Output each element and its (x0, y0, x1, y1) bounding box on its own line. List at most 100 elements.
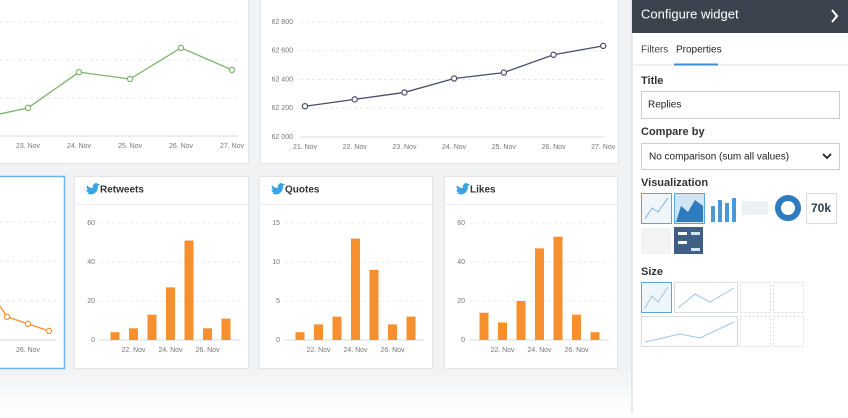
widget-title: Retweets (100, 185, 144, 196)
x-tick-label: 26. Nov (16, 347, 41, 354)
input-value: Replies (648, 100, 681, 111)
point (126, 75, 134, 83)
panel-title: Configure widget (641, 6, 739, 21)
bar (295, 332, 305, 340)
viz-number[interactable] (806, 193, 837, 224)
bar (147, 314, 157, 340)
viz-area-icon (676, 200, 703, 222)
y-tick-label: 40 (87, 259, 95, 266)
point (3, 313, 11, 320)
series-line (0, 47, 233, 115)
y-tick-label: 10 (272, 259, 280, 266)
viz-bar-icon[interactable] (711, 198, 736, 222)
widget-card (0, 175, 66, 370)
point (500, 69, 507, 76)
x-tick-label: 24. Nov (442, 144, 467, 151)
bar (388, 324, 397, 340)
viz-map-icon[interactable] (742, 201, 768, 215)
viz-number-label: 70k (811, 201, 831, 215)
select-value: No comparison (sum all values) (649, 152, 789, 163)
title-input[interactable] (641, 91, 840, 119)
widget-title: Likes (470, 185, 496, 196)
x-tick-label: 21. Nov (293, 144, 318, 151)
twitter-icon (271, 183, 285, 195)
point (600, 42, 607, 50)
point (177, 44, 185, 52)
point (75, 68, 83, 76)
point (24, 320, 32, 328)
bar (572, 314, 581, 340)
bar (110, 332, 120, 340)
bottom-fade (0, 370, 632, 413)
bar (351, 238, 360, 340)
x-tick-label: 24. Nov (527, 347, 552, 354)
x-tick-label: 26. Nov (380, 347, 405, 354)
x-tick-label: 24. Nov (67, 143, 92, 150)
y-tick-label: 62 600 (272, 48, 294, 55)
bar (203, 328, 212, 340)
widget-card (74, 176, 249, 369)
widget-title: Quotes (285, 185, 320, 196)
bar (184, 240, 194, 340)
y-tick-label: 0 (461, 337, 465, 344)
bar (221, 318, 231, 340)
x-tick-label: 22. Nov (121, 347, 146, 354)
size-grid[interactable] (641, 282, 804, 347)
x-tick-label: 26. Nov (169, 143, 194, 150)
twitter-icon (86, 183, 100, 195)
bar (498, 322, 507, 340)
x-tick-label: 22. Nov (306, 347, 331, 354)
field-label: Compare by (641, 126, 705, 138)
widget: Quotes 0 5 10 15 22. Nov 24. Nov 26. Nov (259, 176, 433, 369)
point (550, 51, 557, 58)
x-tick-label: 22. Nov (490, 347, 515, 354)
widget: Likes 0 20 40 60 22. Nov 24. Nov 26. Nov (444, 176, 618, 369)
field-label: Size (641, 266, 663, 278)
field-label: Title (641, 75, 663, 87)
x-tick-label: 23. Nov (392, 144, 417, 151)
y-tick-label: 0 (91, 337, 95, 344)
widget: Retweets 0 20 40 60 22. Nov 24. Nov 26. Nov (74, 176, 249, 369)
y-tick-label: 62 200 (272, 105, 294, 112)
bar (553, 236, 563, 340)
bar (369, 269, 379, 340)
config-panel: Configure widget Filters Properties Titl… (631, 0, 848, 413)
widget: 62 000 62 200 62 400 62 600 62 800 21. Nov 22.… (260, 0, 619, 164)
point (228, 66, 236, 74)
bar (535, 248, 544, 340)
y-tick-label: 20 (457, 298, 465, 305)
compare-select[interactable] (641, 143, 840, 170)
x-tick-label: 25. Nov (492, 144, 517, 151)
y-tick-label: 60 (87, 220, 95, 227)
y-tick-label: 60 (457, 220, 465, 227)
x-tick-label: 27. Nov (591, 144, 616, 151)
y-tick-label: 62 400 (272, 76, 294, 83)
size-icons (644, 286, 735, 343)
widget-card (260, 0, 619, 164)
close-chevron[interactable] (831, 9, 839, 23)
viz-table-icon[interactable] (674, 227, 703, 254)
viz-line[interactable] (641, 193, 672, 224)
viz-donut-icon[interactable] (775, 195, 801, 221)
tab-active[interactable]: Properties (676, 45, 722, 56)
point (301, 103, 309, 110)
x-tick-label: 23. Nov (16, 143, 41, 150)
point (45, 327, 53, 335)
point (450, 75, 458, 82)
panel-header (632, 0, 848, 33)
field-label: Visualization (641, 177, 708, 189)
bar (516, 301, 526, 340)
x-tick-label: 24. Nov (343, 347, 368, 354)
y-tick-label: 0 (276, 337, 280, 344)
y-tick-label: 62 800 (272, 19, 294, 26)
x-tick-label: 25. Nov (118, 143, 143, 150)
select-chevron (822, 153, 832, 160)
viz-list-icon[interactable] (641, 228, 671, 254)
tab[interactable]: Filters (641, 45, 668, 56)
x-tick-label: 24. Nov (158, 347, 183, 354)
widget: 012326. Nov (0, 175, 66, 370)
y-tick-label: 15 (272, 220, 280, 227)
bar (590, 332, 600, 340)
